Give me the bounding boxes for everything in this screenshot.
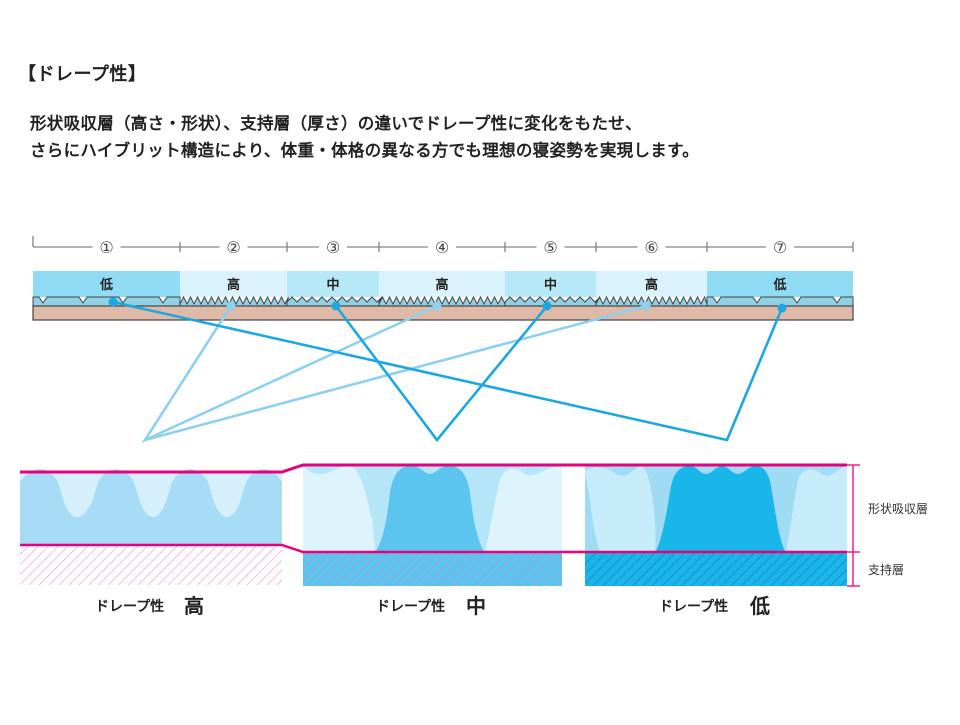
intro-line-1: 形状吸収層（高さ・形状）、支持層（厚さ）の違いでドレープ性に変化をもたせ、: [30, 114, 642, 133]
zone-level-label-3: 中: [326, 277, 339, 293]
connector-dot-2: [226, 301, 236, 311]
zone-surface-7: [706, 296, 854, 307]
zone-number-bg-2: [219, 238, 248, 256]
zone-number-4: ④: [435, 238, 449, 257]
zone-surface-6: [595, 295, 708, 307]
zone-bands: [33, 271, 853, 297]
layer-boundary-line: [20, 543, 847, 554]
zone-numbers: ① ② ③ ④ ⑤ ⑥ ⑦: [92, 238, 794, 257]
zone-number-5: ⑤: [543, 238, 557, 257]
connector-high-right: [144, 304, 647, 442]
shape-absorbing-layer-label: 形状吸収層: [868, 502, 928, 516]
panel-mid: [303, 465, 562, 586]
zone-level-label-2: 高: [227, 277, 240, 293]
connector-dot-7: [777, 303, 787, 313]
zone-number-bg-5: [536, 238, 565, 256]
caption-low-level: 低: [749, 594, 770, 618]
panel-low-shape-right: [786, 466, 847, 553]
caption-mid-prefix: ドレープ性: [376, 598, 445, 615]
zone-band-5: [505, 271, 596, 297]
caption-low-prefix: ドレープ性: [659, 598, 728, 615]
mattress-strip: 低高中高中高低: [32, 271, 854, 321]
zone-level-label-4: 高: [435, 277, 448, 293]
zone-number-2: ②: [226, 238, 240, 257]
zone-surface-2: [179, 295, 289, 307]
zone-band-6: [596, 271, 707, 297]
intro-text: 形状吸収層（高さ・形状）、支持層（厚さ）の違いでドレープ性に変化をもたせ、 さら…: [30, 110, 699, 164]
top-surface-line: [20, 463, 847, 474]
panel-mid-support: [303, 553, 562, 586]
zone-number-3: ③: [326, 238, 340, 257]
zone-band-2: [180, 271, 287, 297]
zone-level-label-6: 高: [645, 277, 658, 293]
zone-level-labels: 低高中高中高低: [99, 277, 787, 293]
intro-line-2: さらにハイブリット構造により、体重・体格の異なる方でも理想の寝姿勢を実現します。: [30, 141, 700, 160]
zone-surface-1: [32, 296, 181, 307]
panel-low-support: [585, 553, 847, 586]
panel-high-shape: [20, 469, 282, 545]
panel-high: [20, 469, 282, 585]
zone-surface-profile: [32, 295, 854, 307]
panel-high-support: [20, 545, 282, 585]
zone-number-bg-4: [428, 238, 456, 256]
caption-high-prefix: ドレープ性: [95, 598, 164, 615]
panel-low-shape-left: [585, 466, 656, 553]
zone-band-4: [379, 271, 505, 297]
zone-surface-3: [286, 296, 383, 307]
panel-low-shape: [655, 466, 786, 553]
zone-number-bg-1: [92, 238, 121, 256]
base-layer: [32, 305, 854, 321]
cross-section-panels: 形状吸収層 支持層: [20, 463, 928, 587]
connector-dot-5: [542, 301, 552, 311]
connector-dot-6: [641, 301, 651, 311]
caption-high-level: 高: [184, 594, 204, 618]
connector-low: [112, 300, 784, 442]
caption-mid-level: 中: [466, 594, 486, 618]
zone-surface-4: [378, 295, 506, 307]
zone-band-7: [707, 271, 853, 297]
connector-dot-4: [432, 301, 442, 311]
zone-band-1: [33, 271, 180, 297]
layer-bracket: [847, 464, 860, 587]
connector-lines: [108, 297, 787, 444]
zone-level-label-1: 低: [99, 277, 113, 293]
zone-number-1: ①: [99, 238, 113, 257]
panel-captions: ドレープ性 高 ドレープ性 中 ドレープ性 低: [95, 594, 770, 618]
zone-level-label-5: 中: [544, 277, 557, 293]
panel-mid-shape-left: [303, 466, 375, 553]
ruler-ticks: [179, 242, 854, 252]
panel-mid-shape-right: [485, 466, 562, 553]
support-layer-label: 支持層: [868, 562, 904, 577]
zone-band-3: [287, 271, 379, 297]
page-heading: 【ドレープ性】: [18, 64, 147, 85]
zone-level-label-7: 低: [772, 277, 786, 293]
zone-number-6: ⑥: [644, 238, 658, 257]
zone-number-bg-3: [319, 238, 347, 256]
zone-surface-5: [504, 296, 601, 307]
panel-mid-shape: [375, 466, 485, 553]
zone-number-bg-7: [766, 238, 794, 256]
zone-number-7: ⑦: [773, 238, 787, 257]
connector-dot-3: [331, 301, 341, 311]
connector-mid: [334, 305, 549, 443]
zone-number-bg-6: [637, 238, 666, 256]
zone-ruler: ① ② ③ ④ ⑤ ⑥ ⑦: [32, 236, 854, 257]
connector-dot-1: [108, 297, 118, 307]
panel-low: [585, 465, 847, 586]
